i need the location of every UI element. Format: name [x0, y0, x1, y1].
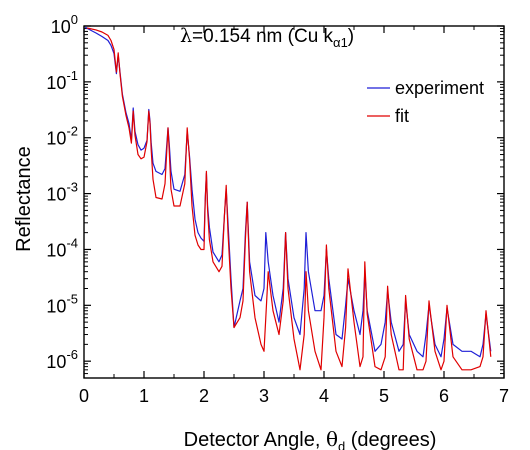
y-axis-title: Reflectance: [13, 146, 35, 252]
wavelength-annotation: λ=0.154 nm (Cu kα1): [180, 25, 354, 50]
x-axis-title: Detector Angle, θd (degrees): [184, 427, 437, 450]
legend: experiment fit: [367, 78, 484, 126]
series-layer: [84, 26, 492, 371]
x-tick-label: 6: [439, 386, 449, 406]
y-tick-label: 10-5: [46, 291, 78, 316]
axes: 0 1 2 3 4 5 6 7 100 10-1 10-2 10-3 10-4 10-5 10-6: [46, 12, 509, 406]
y-tick-label: 10-6: [46, 347, 78, 372]
x-tick-label: 3: [259, 386, 269, 406]
legend-label-experiment: experiment: [395, 78, 484, 98]
x-tick-label: 5: [379, 386, 389, 406]
y-tick-label: 10-1: [46, 68, 78, 93]
y-tick-label: 10-3: [46, 180, 78, 205]
legend-label-fit: fit: [395, 106, 409, 126]
x-tick-label: 2: [199, 386, 209, 406]
y-tick-label: 10-4: [46, 235, 78, 260]
x-tick-label: 1: [139, 386, 149, 406]
x-tick-label: 7: [499, 386, 509, 406]
x-tick-label: 0: [79, 386, 89, 406]
y-tick-label: 100: [51, 12, 78, 37]
y-tick-label: 10-2: [46, 124, 78, 149]
series-line-fit: [86, 27, 492, 371]
x-tick-label: 4: [319, 386, 329, 406]
